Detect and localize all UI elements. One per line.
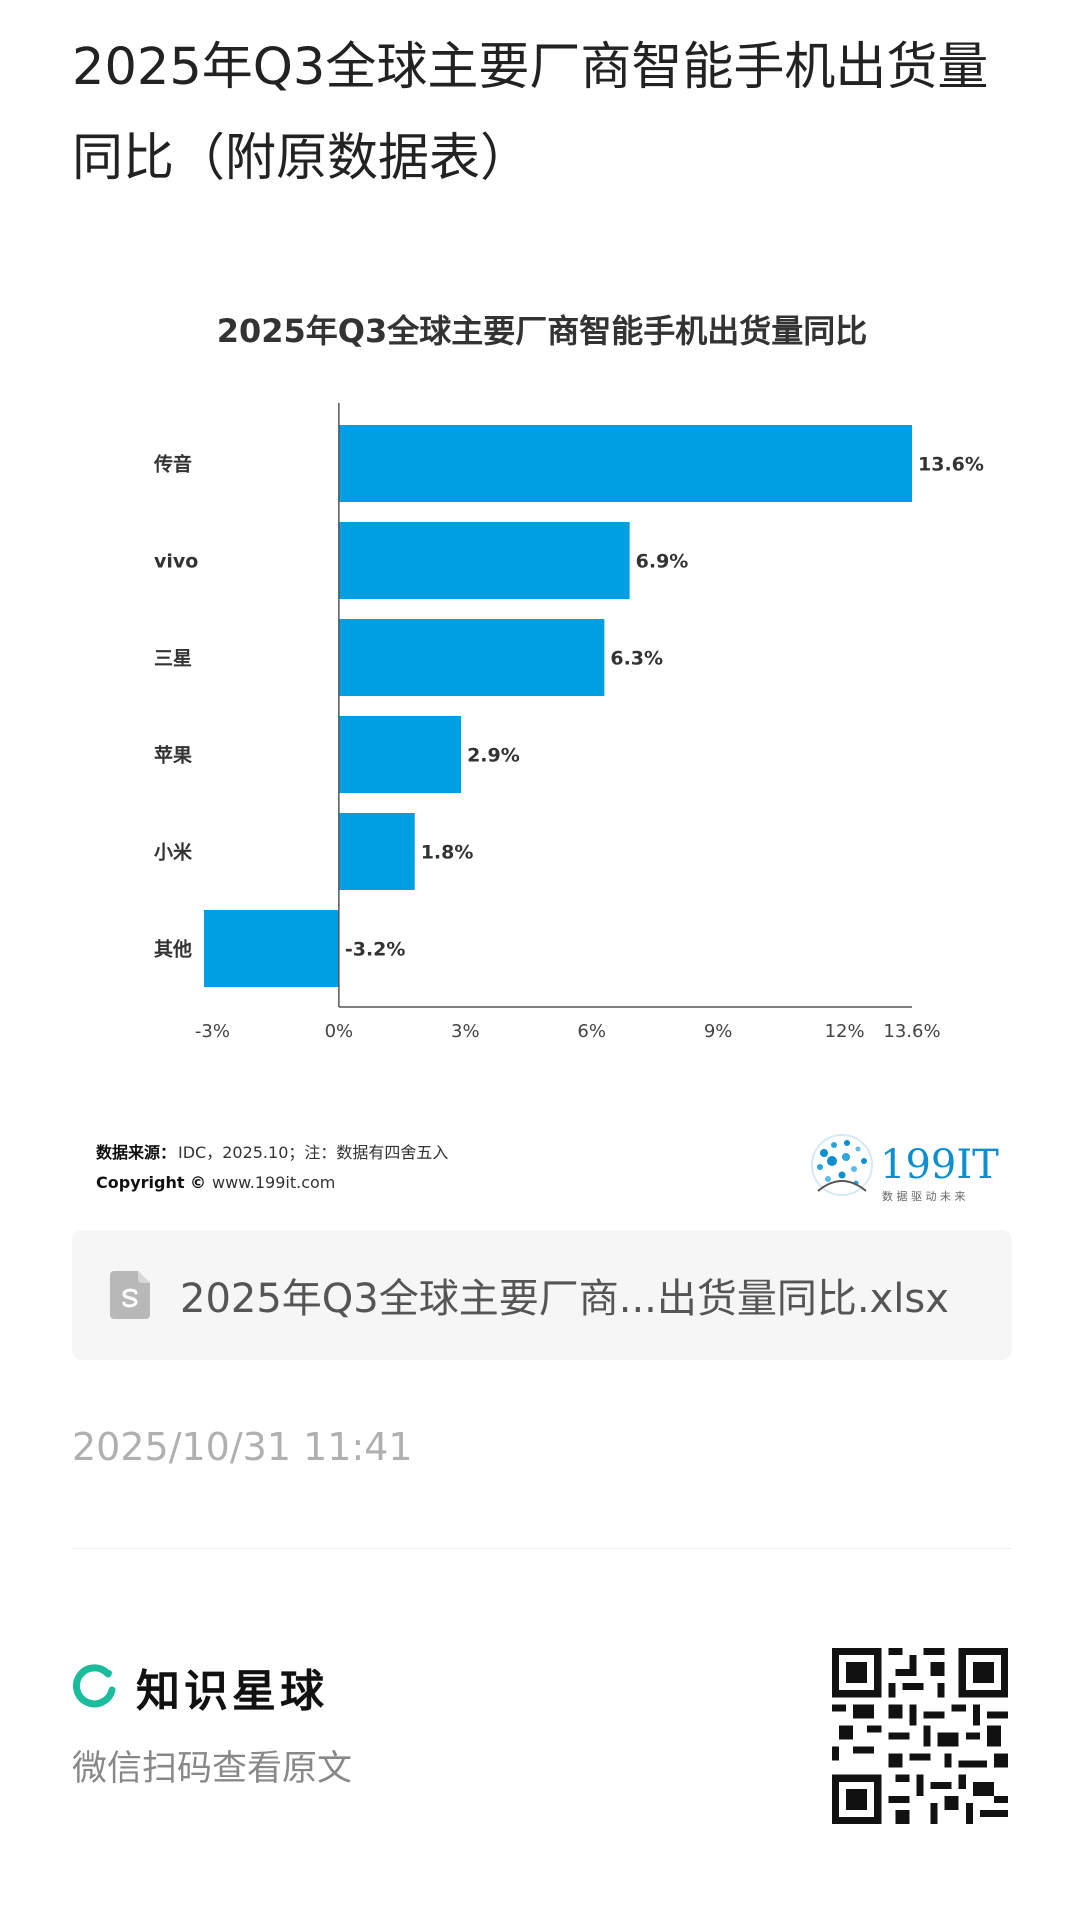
x-tick-label: 12% bbox=[825, 1021, 865, 1042]
post-timestamp: 2025/10/31 11:41 bbox=[72, 1425, 413, 1469]
bar-2 bbox=[338, 619, 605, 696]
bar-chart: 2025年Q3全球主要厂商智能手机出货量同比 传音 13.6% vivo 6.9% 三星… bbox=[96, 312, 999, 1203]
logo-text: 199IT bbox=[880, 1142, 999, 1188]
copyright-text: www.199it.com bbox=[212, 1173, 335, 1192]
source-label: 数据来源： bbox=[96, 1143, 176, 1162]
x-tick-label: 13.6% bbox=[883, 1021, 940, 1042]
logo-dots-icon bbox=[811, 1134, 873, 1196]
value-label: 6.3% bbox=[610, 648, 663, 670]
x-tick-label: 9% bbox=[704, 1021, 733, 1042]
value-label: 13.6% bbox=[918, 454, 984, 476]
brand-name: 知识星球 bbox=[136, 1666, 328, 1717]
brand-logo: 知识星球 bbox=[72, 1655, 328, 1719]
chart-title: 2025年Q3全球主要厂商智能手机出货量同比 bbox=[217, 312, 868, 350]
category-label: 苹果 bbox=[154, 744, 192, 767]
x-tick-label: 6% bbox=[577, 1021, 606, 1042]
x-tick-label: 3% bbox=[451, 1021, 480, 1042]
bar-5 bbox=[204, 910, 339, 987]
attachment-filename: 2025年Q3全球主要厂商...出货量同比.xlsx bbox=[180, 1276, 949, 1322]
chart-image: 2025年Q3全球主要厂商智能手机出货量同比 传音 13.6% vivo 6.9% 三星… bbox=[72, 280, 1012, 1220]
value-label: 2.9% bbox=[467, 745, 520, 767]
copyright-label: Copyright © bbox=[96, 1173, 206, 1192]
logo-tagline: 数 据 驱 动 未 来 bbox=[882, 1189, 965, 1203]
bar-0 bbox=[338, 425, 912, 502]
bar-3 bbox=[338, 716, 462, 793]
x-tick-label: -3% bbox=[195, 1021, 230, 1042]
category-label: 小米 bbox=[154, 841, 193, 864]
post-title: 2025年Q3全球主要厂商智能手机出货量同比（附原数据表） bbox=[72, 38, 989, 188]
attachment-file[interactable]: 2025年Q3全球主要厂商...出货量同比.xlsx bbox=[72, 1230, 1012, 1360]
qr-code-icon[interactable] bbox=[832, 1648, 1008, 1824]
scan-hint: 微信扫码查看原文 bbox=[72, 1749, 353, 1789]
category-label: 三星 bbox=[154, 648, 192, 670]
divider bbox=[72, 1548, 1012, 1549]
bar-4 bbox=[338, 813, 415, 890]
bar-1 bbox=[338, 522, 630, 599]
value-label: -3.2% bbox=[345, 939, 406, 961]
x-tick-label: 0% bbox=[325, 1021, 354, 1042]
planet-ring-icon bbox=[73, 1664, 116, 1708]
category-label: 传音 bbox=[153, 453, 192, 476]
category-label: 其他 bbox=[154, 938, 192, 961]
category-label: vivo bbox=[154, 551, 198, 573]
spreadsheet-file-icon bbox=[110, 1271, 150, 1319]
value-label: 1.8% bbox=[421, 842, 474, 864]
source-text: IDC，2025.10；注：数据有四舍五入 bbox=[178, 1143, 448, 1162]
value-label: 6.9% bbox=[636, 551, 689, 573]
